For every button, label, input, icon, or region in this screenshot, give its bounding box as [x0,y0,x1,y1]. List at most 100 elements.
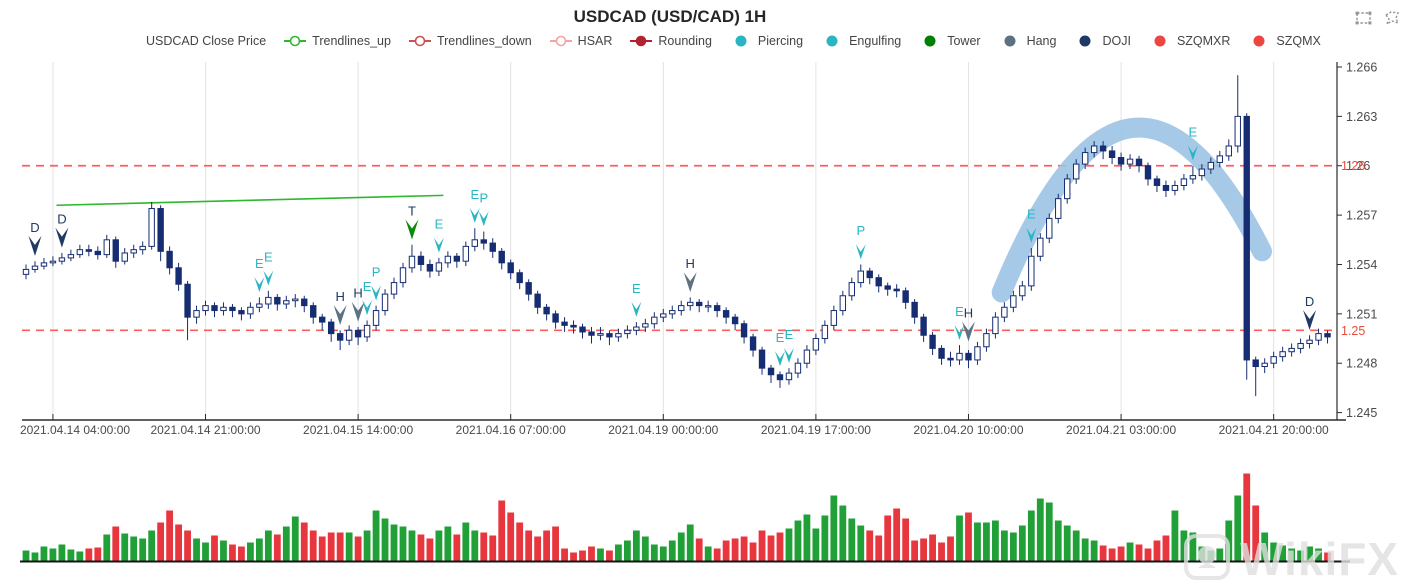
candle-body [489,242,496,252]
candle-body [588,331,595,336]
candle-body [202,305,209,312]
candle-body [687,301,694,307]
legend-item-piercing[interactable]: Piercing [729,34,803,48]
lasso-select-icon[interactable] [1382,9,1401,27]
pattern-letter: E [470,187,479,202]
pattern-letter: T [408,203,416,218]
candle-body [704,305,712,308]
candle-body [956,352,963,361]
volume-bar [489,535,497,561]
pattern-letter: E [363,279,372,294]
candle-body [1243,115,1250,361]
candle-body [354,329,362,338]
legend-item-tower[interactable]: Tower [918,34,981,48]
volume-bar [1171,510,1179,561]
y-tick-label: 1.26 [1346,159,1370,173]
candle-body [1046,217,1053,239]
candle-body [166,250,173,269]
volume-bar [291,516,299,561]
volume-bar [1045,502,1053,561]
candle-body [1297,342,1304,349]
legend-item-usdcad-close-price[interactable]: USDCAD Close Price [146,34,266,48]
volume-bar [247,542,254,561]
pattern-letter: H [686,256,695,271]
volume-bar [579,550,586,561]
volume-bar [929,534,936,561]
engulfing-marker: E [254,256,265,293]
legend-item-szqmx[interactable]: SZQMX [1247,34,1321,48]
volume-bar [417,534,425,561]
volume-bar [534,536,542,561]
legend-line-circle-icon [630,35,653,47]
x-tick-label: 2021.04.21 03:00:00 [1066,423,1176,437]
legend-dot-icon [735,35,747,47]
volume-bar [76,551,84,561]
candle-body [579,326,586,333]
volume-bar [525,530,533,561]
legend-item-trendlines-down[interactable]: Trendlines_down [408,34,532,48]
volume-bar [22,550,30,561]
candle-body [552,313,559,323]
candle-body [1099,145,1107,152]
pattern-arrow-icon [1026,227,1037,243]
legend-item-doji[interactable]: DOJI [1073,34,1131,48]
volume-bar [1189,532,1197,561]
candle-body [480,239,487,244]
x-tick-label: 2021.04.19 00:00:00 [608,423,718,437]
doji-marker: D [28,220,42,256]
candle-body [58,257,66,262]
candle-body [624,329,631,335]
pattern-letter: P [372,264,381,279]
legend-item-engulfing[interactable]: Engulfing [820,34,901,48]
candle-body [525,282,532,295]
legend-item-trendlines-up[interactable]: Trendlines_up [283,34,391,48]
volume-bar [453,534,461,561]
legend-item-label: SZQMX [1276,34,1321,48]
hang-marker: H [351,286,365,322]
legend-line-circle-icon [408,35,431,47]
legend-item-szqmxr[interactable]: SZQMXR [1148,34,1230,48]
legend-item-label: DOJI [1102,34,1131,48]
volume-bar [911,540,919,561]
engulfing-marker: E [263,250,274,286]
volume-bar [794,520,802,561]
candle-body [139,245,146,251]
candle-body [390,282,398,295]
engulfing-marker: E [469,187,480,223]
legend-line-circle-icon [549,35,572,47]
pattern-arrow-icon [954,324,965,340]
volume-bar [1180,530,1188,561]
volume-bar [1270,542,1278,561]
volume-bar [1117,546,1125,561]
candle-body [920,316,927,336]
candle-body [1090,145,1098,154]
legend-item-rounding[interactable]: Rounding [629,34,712,48]
volume-bar [1063,525,1071,561]
volume-bar [363,530,371,561]
candle-body [319,316,326,323]
legend-item-label: USDCAD Close Price [146,34,267,48]
candle-body [238,310,245,315]
candle-body [821,324,829,340]
candle-body [372,310,380,326]
volume-bar [229,544,236,561]
volume-bar [821,515,829,561]
y-tick-label: 1.263 [1346,110,1377,124]
candle-body [1037,237,1044,257]
y-tick-label: 1.245 [1346,406,1377,420]
volume-bar [947,536,954,561]
candle-body [85,249,93,252]
pattern-arrow-icon [1303,309,1317,330]
x-tick-label: 2021.04.19 17:00:00 [761,423,871,437]
legend-item-hsar[interactable]: HSAR [549,34,612,48]
pattern-letter: D [1305,294,1314,309]
doji-marker: D [1303,294,1317,330]
pattern-arrow-icon [28,235,42,256]
box-select-icon[interactable] [1354,9,1373,27]
volume-bar [1018,525,1026,561]
candle-body [76,249,84,256]
candle-body [399,267,407,284]
candle-body [1028,255,1035,287]
legend-item-hang[interactable]: Hang [998,34,1056,48]
